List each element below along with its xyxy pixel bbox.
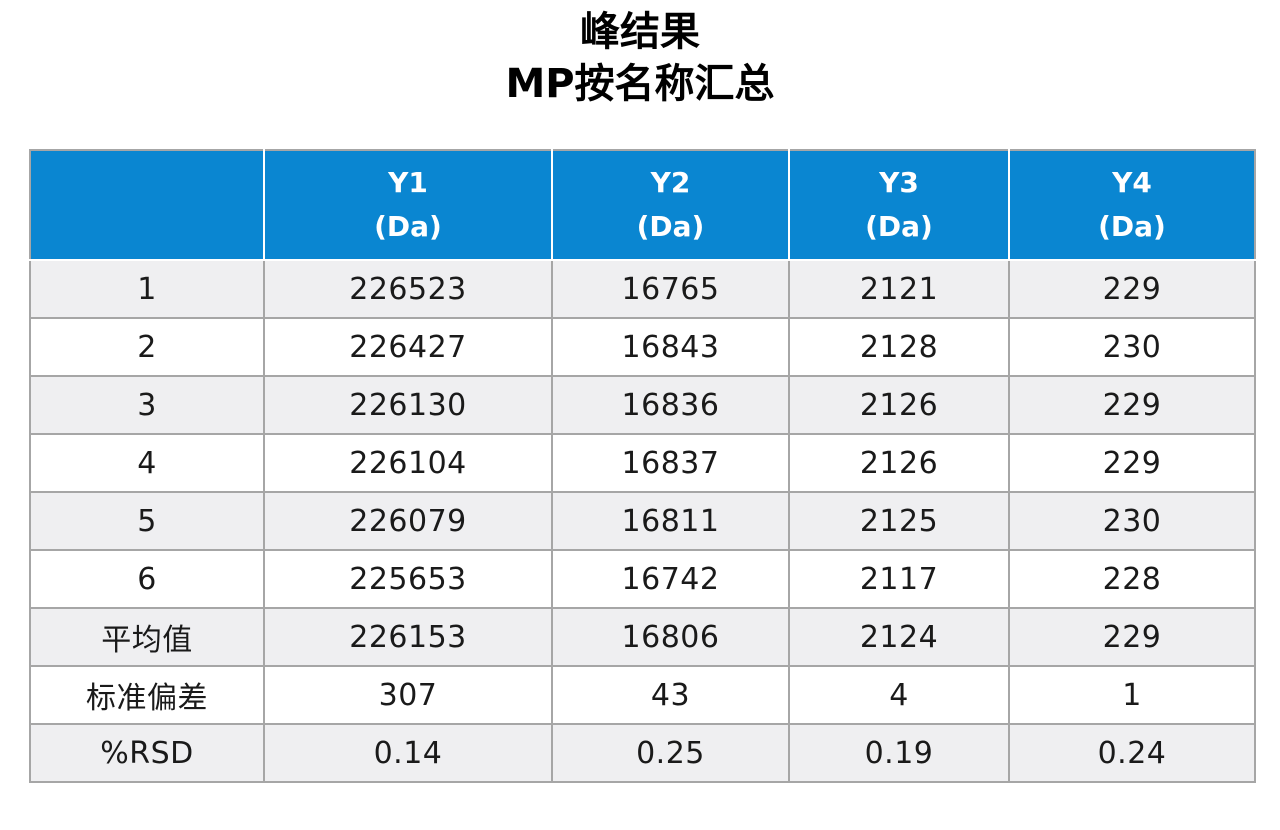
value-cell: 2128 (788, 317, 1010, 377)
header-unit: (Da) (865, 210, 933, 243)
chart-title: 峰结果 (580, 9, 700, 55)
value-cell: 0.24 (1008, 723, 1256, 783)
value-cell: 226523 (263, 259, 553, 319)
header-row: Y1 (Da) Y2 (Da) Y3 (Da) Y4 (Da) (29, 149, 1256, 261)
table-row: 标准偏差 307 43 4 1 (29, 665, 1256, 725)
row-label-cell: 2 (29, 317, 265, 377)
value-cell: 226153 (263, 607, 553, 667)
chart-subtitle: MP按名称汇总 (505, 61, 775, 107)
value-cell: 0.14 (263, 723, 553, 783)
value-cell: 230 (1008, 317, 1256, 377)
value-cell: 226130 (263, 375, 553, 435)
header-cell-y4: Y4 (Da) (1008, 149, 1256, 261)
header-name: Y3 (879, 166, 919, 199)
value-cell: 4 (788, 665, 1010, 725)
row-label-cell: 6 (29, 549, 265, 609)
value-cell: 0.19 (788, 723, 1010, 783)
value-cell: 16811 (551, 491, 790, 551)
value-cell: 1 (1008, 665, 1256, 725)
header-cell-y2: Y2 (Da) (551, 149, 790, 261)
value-cell: 229 (1008, 259, 1256, 319)
value-cell: 16837 (551, 433, 790, 493)
header-cell-y1: Y1 (Da) (263, 149, 553, 261)
value-cell: 2126 (788, 375, 1010, 435)
row-label-cell: 5 (29, 491, 265, 551)
header-cell-y3: Y3 (Da) (788, 149, 1010, 261)
header-name: Y2 (650, 166, 691, 199)
value-cell: 2125 (788, 491, 1010, 551)
row-label-cell: 3 (29, 375, 265, 435)
table-row: 2 226427 16843 2128 230 (29, 317, 1256, 377)
results-table: Y1 (Da) Y2 (Da) Y3 (Da) Y4 (Da) 1 226523 1… (29, 149, 1256, 783)
value-cell: 16806 (551, 607, 790, 667)
row-label-cell: 平均值 (29, 607, 265, 667)
value-cell: 16742 (551, 549, 790, 609)
value-cell: 230 (1008, 491, 1256, 551)
value-cell: 2121 (788, 259, 1010, 319)
table-row: 1 226523 16765 2121 229 (29, 259, 1256, 319)
row-label-cell: 标准偏差 (29, 665, 265, 725)
value-cell: 229 (1008, 433, 1256, 493)
value-cell: 229 (1008, 607, 1256, 667)
table-row: 3 226130 16836 2126 229 (29, 375, 1256, 435)
table-row: 平均值 226153 16806 2124 229 (29, 607, 1256, 667)
title-block: 峰结果 MP按名称汇总 (0, 6, 1280, 110)
value-cell: 43 (551, 665, 790, 725)
value-cell: 228 (1008, 549, 1256, 609)
header-name: Y1 (388, 166, 428, 199)
value-cell: 16836 (551, 375, 790, 435)
header-unit: (Da) (1098, 210, 1166, 243)
value-cell: 226079 (263, 491, 553, 551)
table-row: 5 226079 16811 2125 230 (29, 491, 1256, 551)
table-header: Y1 (Da) Y2 (Da) Y3 (Da) Y4 (Da) (29, 149, 1256, 261)
header-unit: (Da) (374, 210, 442, 243)
value-cell: 225653 (263, 549, 553, 609)
value-cell: 307 (263, 665, 553, 725)
value-cell: 226427 (263, 317, 553, 377)
value-cell: 16765 (551, 259, 790, 319)
table-row: %RSD 0.14 0.25 0.19 0.24 (29, 723, 1256, 783)
header-name: Y4 (1112, 166, 1152, 199)
value-cell: 2117 (788, 549, 1010, 609)
header-cell-blank (29, 149, 265, 261)
row-label-cell: 1 (29, 259, 265, 319)
row-label-cell: %RSD (29, 723, 265, 783)
value-cell: 0.25 (551, 723, 790, 783)
value-cell: 2124 (788, 607, 1010, 667)
table-body: 1 226523 16765 2121 229 2 226427 16843 2128 230 3 2… (29, 259, 1256, 783)
header-unit: (Da) (636, 210, 705, 243)
value-cell: 2126 (788, 433, 1010, 493)
value-cell: 229 (1008, 375, 1256, 435)
value-cell: 16843 (551, 317, 790, 377)
table-row: 4 226104 16837 2126 229 (29, 433, 1256, 493)
value-cell: 226104 (263, 433, 553, 493)
table-row: 6 225653 16742 2117 228 (29, 549, 1256, 609)
row-label-cell: 4 (29, 433, 265, 493)
